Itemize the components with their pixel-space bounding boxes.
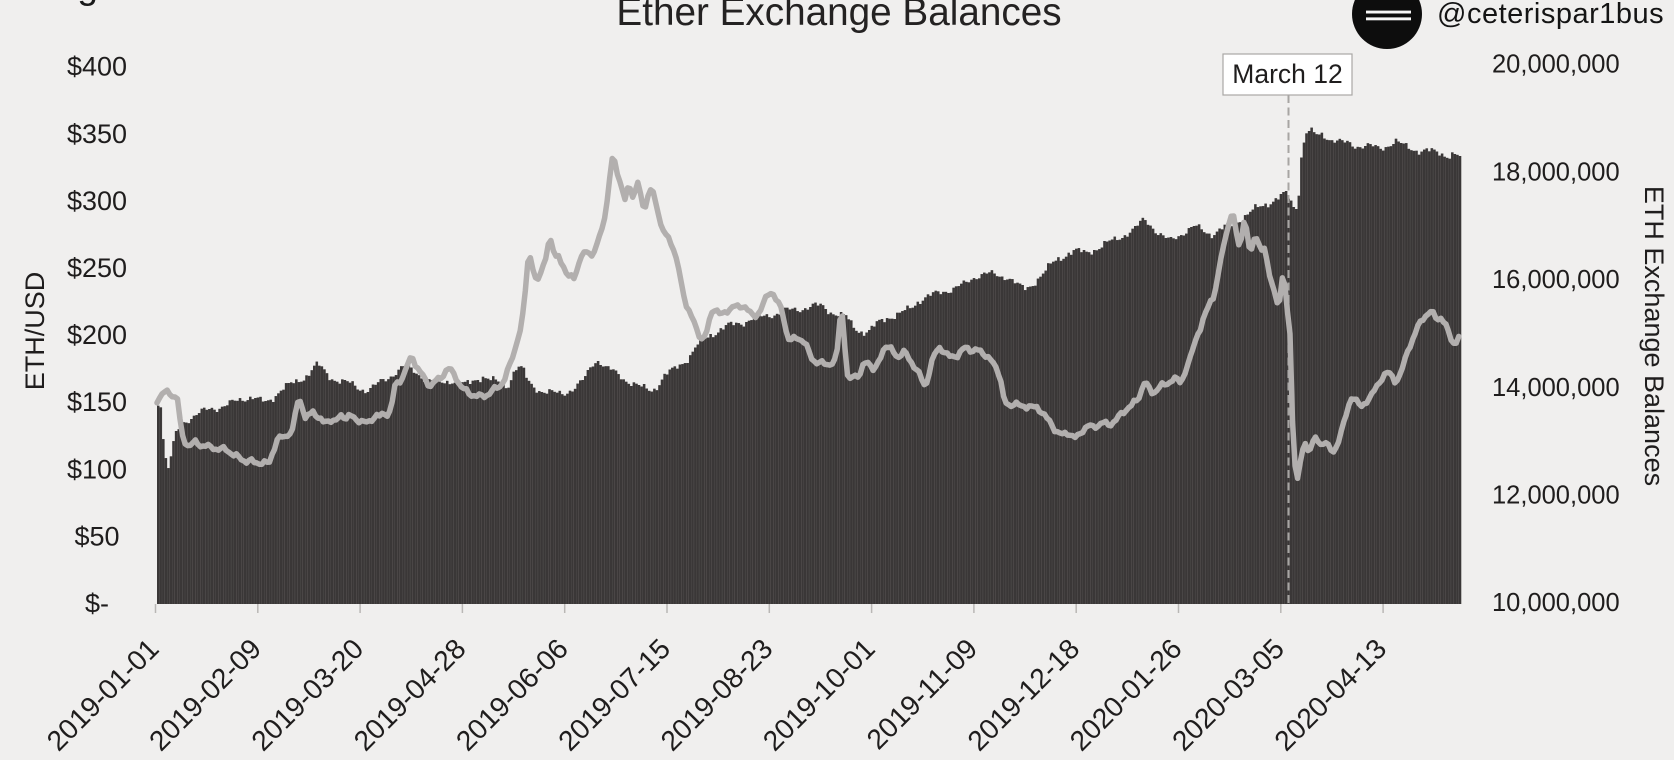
svg-text:14,000,000: 14,000,000 (1492, 374, 1620, 402)
svg-text:ETH Exchange Balances: ETH Exchange Balances (1639, 186, 1669, 486)
svg-text:20,000,000: 20,000,000 (1492, 51, 1620, 79)
svg-text:$200: $200 (67, 320, 127, 350)
svg-text:$350: $350 (67, 119, 127, 149)
svg-text:@ceterispar1bus: @ceterispar1bus (1437, 0, 1664, 30)
svg-text:16,000,000: 16,000,000 (1492, 266, 1620, 294)
svg-text:$100: $100 (67, 454, 127, 484)
svg-text:10,000,000: 10,000,000 (1492, 589, 1620, 617)
svg-text:$300: $300 (67, 186, 127, 216)
svg-text:18,000,000: 18,000,000 (1492, 158, 1620, 186)
svg-text:$50: $50 (74, 521, 119, 551)
svg-text:$150: $150 (67, 387, 127, 417)
svg-text:12,000,000: 12,000,000 (1492, 482, 1620, 510)
svg-text:$-: $- (85, 589, 109, 619)
svg-text:Exchange: Exchange (0, 0, 119, 7)
svg-text:ETH/USD: ETH/USD (20, 272, 50, 391)
svg-text:$400: $400 (67, 52, 127, 82)
svg-text:$250: $250 (67, 253, 127, 283)
svg-text:Ether Exchange Balances: Ether Exchange Balances (616, 0, 1061, 34)
svg-text:March 12: March 12 (1232, 59, 1342, 89)
